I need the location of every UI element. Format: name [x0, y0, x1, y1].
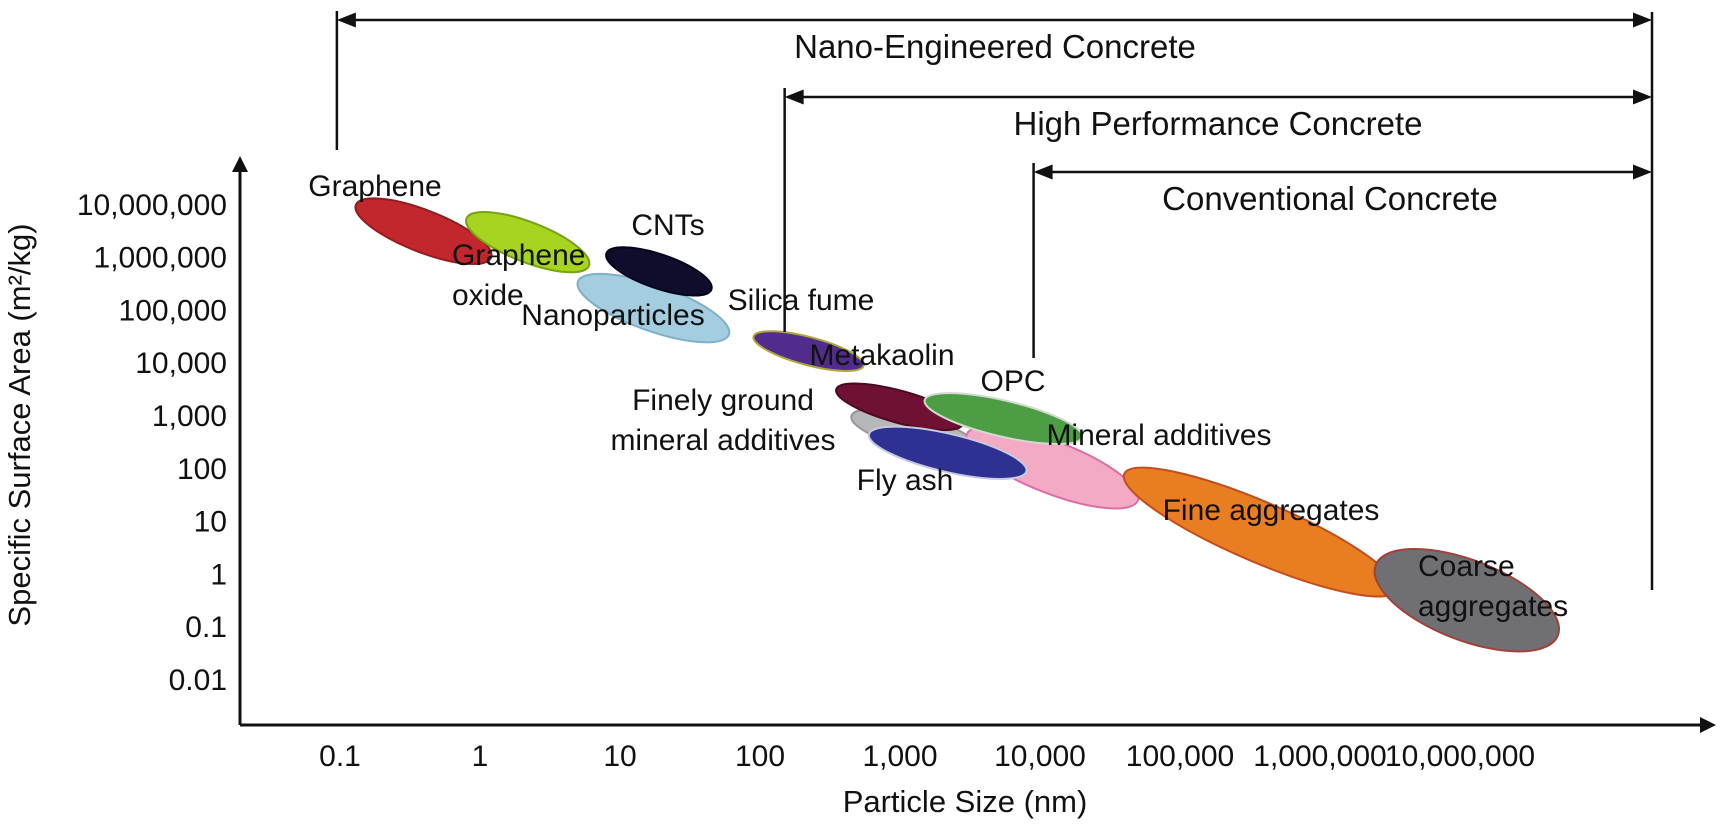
x-tick-label: 10 — [603, 740, 636, 773]
graphene-label: Graphene — [308, 170, 441, 203]
nano-engineered-concrete-label: Nano-Engineered Concrete — [794, 28, 1196, 65]
fine-aggregates-label: Fine aggregates — [1163, 494, 1380, 527]
conventional-concrete-arrowhead-right — [1633, 164, 1652, 180]
graphene-oxide-label: oxide — [452, 279, 524, 312]
conventional-concrete-label: Conventional Concrete — [1162, 180, 1498, 217]
y-tick-label: 10,000 — [135, 347, 227, 380]
y-tick-label: 100,000 — [119, 294, 227, 327]
x-tick-label: 10,000,000 — [1385, 740, 1535, 773]
x-tick-label: 1 — [472, 740, 489, 773]
y-tick-label: 1 — [210, 558, 227, 591]
x-tick-label: 1,000,000 — [1253, 740, 1386, 773]
y-tick-label: 1,000,000 — [94, 242, 227, 275]
finely-ground-mineral-additives-label: Finely ground — [632, 384, 814, 417]
cnts-label: CNTs — [631, 209, 704, 242]
y-axis-arrowhead — [232, 156, 248, 172]
nano-engineered-concrete-arrowhead-right — [1633, 12, 1652, 28]
finely-ground-mineral-additives-label: mineral additives — [610, 424, 835, 457]
opc-label: OPC — [980, 365, 1045, 398]
cnts-ellipse — [605, 246, 713, 297]
conventional-concrete-arrowhead-left — [1033, 164, 1053, 180]
graphene-oxide-label: Graphene — [452, 239, 585, 272]
y-tick-label: 10,000,000 — [77, 189, 227, 222]
coarse-aggregates-ellipse — [1373, 547, 1561, 653]
silica-fume-ellipse — [752, 330, 865, 372]
y-tick-label: 0.1 — [185, 611, 227, 644]
high-performance-concrete-arrowhead-right — [1633, 89, 1652, 105]
x-tick-label: 0.1 — [319, 740, 361, 773]
nanoparticles-label: Nanoparticles — [521, 299, 704, 332]
fine-aggregates-ellipse — [1122, 466, 1398, 598]
fly-ash-label: Fly ash — [857, 464, 954, 497]
graphene-ellipse — [354, 197, 493, 266]
y-tick-label: 1,000 — [152, 400, 227, 433]
metakaolin-label: Metakaolin — [809, 339, 954, 372]
coarse-aggregates-label: Coarse — [1418, 550, 1515, 583]
y-tick-label: 0.01 — [169, 664, 227, 697]
x-tick-label: 100 — [735, 740, 785, 773]
y-axis-title: Specific Surface Area (m²/kg) — [2, 223, 37, 626]
coarse-aggregates-label: aggregates — [1418, 590, 1568, 623]
y-tick-label: 10 — [194, 506, 227, 539]
opc-ellipse — [923, 392, 1084, 446]
fly-ash-ellipse — [867, 425, 1028, 480]
x-tick-label: 1,000 — [862, 740, 937, 773]
x-axis-title: Particle Size (nm) — [843, 784, 1088, 819]
x-tick-label: 10,000 — [994, 740, 1086, 773]
x-tick-label: 100,000 — [1126, 740, 1234, 773]
high-performance-concrete-arrowhead-left — [784, 89, 804, 105]
silica-fume-label: Silica fume — [728, 284, 875, 317]
y-tick-label: 100 — [177, 453, 227, 486]
mineral-additives-label: Mineral additives — [1046, 419, 1271, 452]
x-axis-arrowhead — [1700, 717, 1716, 733]
graphene-oxide-ellipse — [465, 210, 591, 274]
nano-engineered-concrete-arrowhead-left — [336, 12, 356, 28]
high-performance-concrete-label: High Performance Concrete — [1013, 105, 1422, 142]
